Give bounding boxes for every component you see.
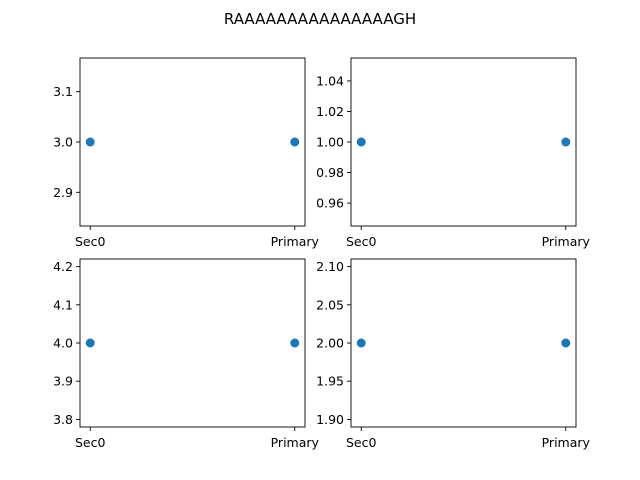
data-point	[561, 338, 571, 348]
axes-frame	[350, 258, 577, 428]
y-tick-label: 1.04	[316, 73, 344, 88]
data-point	[356, 338, 366, 348]
y-tick-label: 0.96	[316, 196, 344, 211]
y-tick-label: 3.1	[53, 84, 73, 99]
y-tick-label: 4.1	[53, 297, 73, 312]
y-tick-label: 3.8	[53, 412, 73, 427]
data-point	[356, 137, 366, 147]
x-tick-label: Primary	[271, 435, 320, 450]
y-tick-label: 1.90	[316, 412, 344, 427]
axes-frame	[79, 57, 306, 227]
data-point	[290, 338, 300, 348]
subplot-3: 3.8 3.9 4.0 4.1 4.2 Sec0 Primary	[53, 258, 320, 450]
figure-title: RAAAAAAAAAAAAAAAGH	[224, 10, 416, 28]
x-tick-label: Primary	[542, 435, 591, 450]
y-tick-label: 1.95	[316, 374, 344, 389]
data-point	[290, 137, 300, 147]
subplot-1: 2.9 3.0 3.1 Sec0 Primary	[53, 57, 320, 249]
data-point	[85, 137, 95, 147]
y-tick-label: 1.02	[316, 104, 344, 119]
y-tick-label: 2.9	[53, 185, 73, 200]
x-tick-label: Sec0	[75, 435, 105, 450]
data-point	[561, 137, 571, 147]
axes-frame	[350, 57, 577, 227]
subplots: 2.9 3.0 3.1 Sec0 Primary 0.96 0.98 1.00 1.02 1.04…	[53, 57, 591, 450]
x-tick-label: Primary	[542, 234, 591, 249]
y-tick-label: 3.0	[53, 135, 73, 150]
x-tick-label: Sec0	[346, 435, 376, 450]
y-tick-label: 2.00	[316, 336, 344, 351]
x-tick-label: Sec0	[75, 234, 105, 249]
y-tick-label: 0.98	[316, 165, 344, 180]
subplot-2: 0.96 0.98 1.00 1.02 1.04 Sec0 Primary	[316, 57, 591, 249]
data-point	[85, 338, 95, 348]
y-tick-label: 2.10	[316, 259, 344, 274]
subplot-4: 1.90 1.95 2.00 2.05 2.10 Sec0 Primary	[316, 258, 591, 450]
y-tick-label: 4.0	[53, 336, 73, 351]
x-tick-label: Primary	[271, 234, 320, 249]
y-tick-label: 2.05	[316, 297, 344, 312]
y-tick-label: 3.9	[53, 374, 73, 389]
y-tick-label: 4.2	[53, 259, 73, 274]
y-tick-label: 1.00	[316, 135, 344, 150]
x-tick-label: Sec0	[346, 234, 376, 249]
axes-frame	[79, 258, 306, 428]
